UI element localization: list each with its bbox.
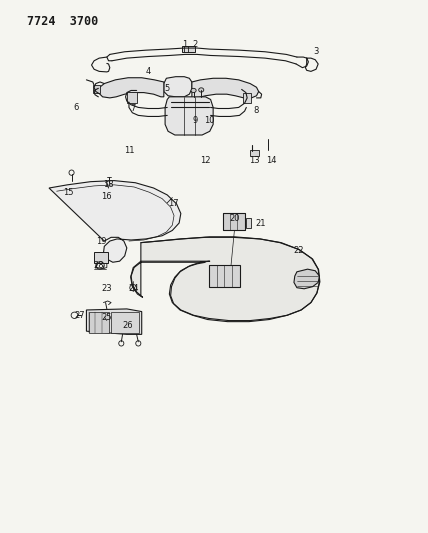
Bar: [250, 150, 259, 156]
Text: 3: 3: [313, 47, 319, 56]
Bar: [209, 265, 240, 287]
Ellipse shape: [191, 88, 196, 93]
Text: 16: 16: [101, 192, 112, 201]
Text: 11: 11: [124, 147, 134, 156]
Text: 1: 1: [181, 41, 187, 50]
Text: 4: 4: [146, 67, 151, 76]
Bar: [247, 217, 251, 228]
Text: 5: 5: [165, 84, 170, 93]
Polygon shape: [49, 181, 181, 262]
Bar: [111, 312, 139, 333]
Polygon shape: [165, 97, 213, 135]
Text: 21: 21: [256, 219, 266, 228]
Text: 15: 15: [63, 188, 74, 197]
Text: 7724  3700: 7724 3700: [27, 14, 98, 28]
Text: 27: 27: [75, 311, 85, 320]
Text: 28: 28: [93, 261, 104, 270]
Ellipse shape: [199, 88, 204, 92]
Text: 9: 9: [192, 116, 197, 125]
Text: 23: 23: [101, 284, 112, 293]
Polygon shape: [131, 237, 319, 320]
Text: 25: 25: [101, 313, 112, 322]
Text: 2: 2: [192, 41, 197, 50]
Polygon shape: [86, 309, 142, 334]
Text: 26: 26: [123, 321, 134, 330]
Bar: [223, 214, 245, 230]
Text: 7: 7: [131, 104, 136, 113]
Text: 13: 13: [249, 156, 260, 165]
Polygon shape: [294, 269, 319, 289]
Text: 14: 14: [266, 156, 276, 165]
Bar: [94, 252, 108, 263]
Text: 12: 12: [200, 156, 211, 165]
Text: 8: 8: [254, 106, 259, 115]
Text: 18: 18: [103, 180, 114, 189]
Text: 17: 17: [168, 199, 179, 208]
Text: 6: 6: [73, 103, 78, 112]
Polygon shape: [98, 78, 164, 98]
Bar: [127, 92, 137, 103]
Bar: [93, 85, 101, 93]
Polygon shape: [192, 78, 259, 98]
Text: 22: 22: [294, 246, 304, 255]
Text: 10: 10: [205, 116, 215, 125]
Bar: [182, 46, 195, 52]
Polygon shape: [164, 77, 192, 97]
Text: 20: 20: [229, 214, 240, 223]
Bar: [243, 93, 250, 103]
Text: 19: 19: [96, 237, 107, 246]
Bar: [89, 312, 109, 333]
Text: 24: 24: [128, 284, 138, 293]
